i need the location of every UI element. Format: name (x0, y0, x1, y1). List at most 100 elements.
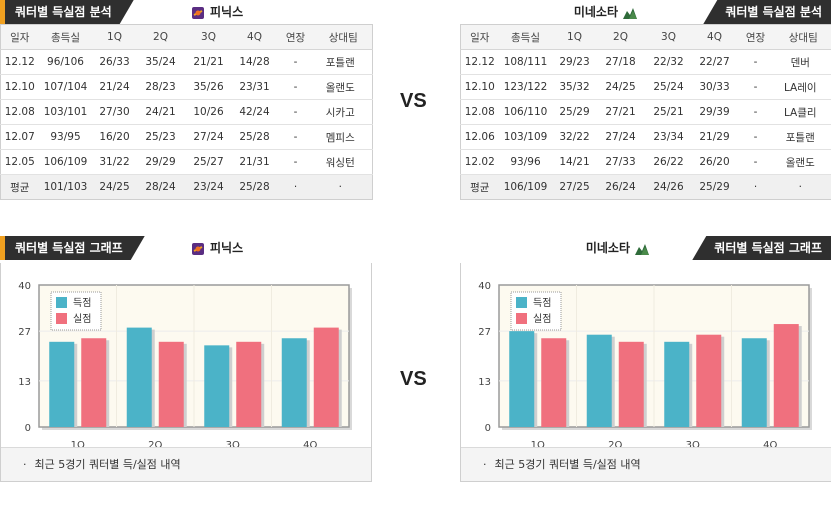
table-cell: 103/101 (38, 99, 93, 125)
table-cell: 27/18 (596, 49, 645, 75)
table-cell: 12.07 (0, 124, 39, 150)
table-cell: 27/25 (552, 174, 597, 200)
right-chart-box: 0 13 27 40 1Q 2Q 3Q 4Q 득점 실점 · 최근 5경기 쿼터별 득/실점 내역 (460, 263, 831, 482)
table-cell: 12.06 (460, 124, 499, 150)
table-cell: - (276, 149, 315, 175)
x-tick-label: 2Q (148, 440, 162, 447)
table-cell: - (736, 99, 775, 125)
table-cell: - (736, 74, 775, 100)
table-cell: 12.08 (460, 99, 499, 125)
table-cell: 24/26 (644, 174, 693, 200)
x-tick-label: 1Q (531, 440, 545, 447)
left-graph-title: 쿼터별 득실점 그래프 (0, 236, 145, 260)
table-cell: - (276, 74, 315, 100)
table-cell: 29/29 (136, 149, 185, 175)
table-cell: 106/109 (38, 149, 93, 175)
table-cell: 25/28 (232, 174, 277, 200)
bullet-icon: · (483, 458, 487, 471)
table-cell: 93/95 (38, 124, 93, 150)
legend-swatch (516, 297, 527, 308)
table-average-row: 평균 101/103 24/25 28/24 23/24 25/28 · · (0, 174, 373, 200)
allowed-bar-1Q (81, 338, 107, 427)
table-row: 12.10 107/104 21/24 28/23 35/26 23/31- 올랜도 (0, 74, 373, 100)
legend-swatch (56, 297, 67, 308)
table-cell: 29/23 (552, 49, 597, 75)
table-cell: 12.05 (0, 149, 39, 175)
table-row: 12.02 93/96 14/21 27/33 26/22 26/20- 올랜도 (460, 149, 831, 175)
score-bar-1Q (49, 341, 75, 427)
right-table-header: 미네소타 쿼터별 득실점 분석 (460, 0, 831, 24)
x-tick-label: 3Q (226, 440, 240, 447)
table-cell: 21/31 (232, 149, 277, 175)
score-bar-2Q (126, 327, 152, 427)
right-table-panel: 미네소타 쿼터별 득실점 분석 일자 총득실 1Q 2Q 3Q 4Q 연장 상대팀 12.12… (460, 0, 831, 200)
score-bar-3Q (204, 345, 230, 427)
table-cell: 27/33 (596, 149, 645, 175)
x-tick-label: 4Q (763, 440, 777, 447)
right-footer-text: 최근 5경기 쿼터별 득/실점 내역 (494, 458, 641, 471)
table-cell: 12.08 (0, 99, 39, 125)
left-graph-team-container: 피닉스 (186, 236, 243, 260)
y-tick-label: 40 (478, 281, 491, 292)
table-cell: - (276, 99, 315, 125)
table-cell: 35/26 (184, 74, 233, 100)
left-team-name-container: 피닉스 (186, 0, 243, 24)
table-cell: 25/24 (644, 74, 693, 100)
table-cell: 32/22 (552, 124, 597, 150)
table-cell: - (276, 49, 315, 75)
table-cell: 포틀랜 (774, 124, 831, 150)
table-cell: 평균 (460, 174, 499, 200)
table-cell: 14/21 (552, 149, 597, 175)
table-cell: 25/23 (136, 124, 185, 150)
table-cell: 24/21 (136, 99, 185, 125)
timberwolves-logo-icon (635, 243, 649, 255)
allowed-bar-4Q (773, 324, 799, 427)
table-cell: 16/20 (92, 124, 137, 150)
column-header: 2Q (596, 24, 645, 50)
left-team-name: 피닉스 (210, 5, 244, 19)
table-cell: 28/23 (136, 74, 185, 100)
column-header: 총득실 (498, 24, 553, 50)
table-cell: 22/27 (692, 49, 737, 75)
score-bar-4Q (281, 338, 307, 427)
table-cell: 10/26 (184, 99, 233, 125)
column-header: 연장 (276, 24, 315, 50)
table-cell: 멤피스 (314, 124, 373, 150)
table-cell: 25/21 (644, 99, 693, 125)
right-team-name: 미네소타 (573, 5, 618, 19)
column-header: 3Q (184, 24, 233, 50)
y-tick-label: 27 (18, 327, 31, 338)
table-cell: 30/33 (692, 74, 737, 100)
table-cell: 23/24 (184, 174, 233, 200)
allowed-bar-3Q (696, 334, 722, 427)
y-tick-label: 13 (18, 377, 31, 388)
table-cell: 25/29 (552, 99, 597, 125)
table-cell: 27/21 (596, 99, 645, 125)
x-tick-label: 3Q (686, 440, 700, 447)
table-cell: 23/31 (232, 74, 277, 100)
table-cell: 12.12 (0, 49, 39, 75)
table-cell: 25/28 (232, 124, 277, 150)
column-header: 일자 (0, 24, 39, 50)
left-table-header: 쿼터별 득실점 분석 피닉스 (0, 0, 372, 24)
right-team-name-container: 미네소타 (574, 0, 642, 24)
table-cell: - (736, 149, 775, 175)
right-chart-footer: · 최근 5경기 쿼터별 득/실점 내역 (461, 447, 831, 481)
legend-swatch (516, 313, 527, 324)
table-cell: 14/28 (232, 49, 277, 75)
x-tick-label: 2Q (608, 440, 622, 447)
table-cell: 35/24 (136, 49, 185, 75)
score-bar-2Q (586, 334, 612, 427)
table-cell: 시카고 (314, 99, 373, 125)
table-cell: 포틀랜 (314, 49, 373, 75)
table-row: 12.08 106/110 25/29 27/21 25/21 29/39- LA클리 (460, 99, 831, 125)
table-cell: 123/122 (498, 74, 553, 100)
table-cell: 28/24 (136, 174, 185, 200)
table-header-row: 일자 총득실 1Q 2Q 3Q 4Q 연장 상대팀 (460, 24, 831, 50)
table-cell: 96/106 (38, 49, 93, 75)
allowed-bar-2Q (158, 341, 184, 427)
table-row: 12.07 93/95 16/20 25/23 27/24 25/28- 멤피스 (0, 124, 373, 150)
legend-swatch (56, 313, 67, 324)
y-tick-label: 27 (478, 327, 491, 338)
